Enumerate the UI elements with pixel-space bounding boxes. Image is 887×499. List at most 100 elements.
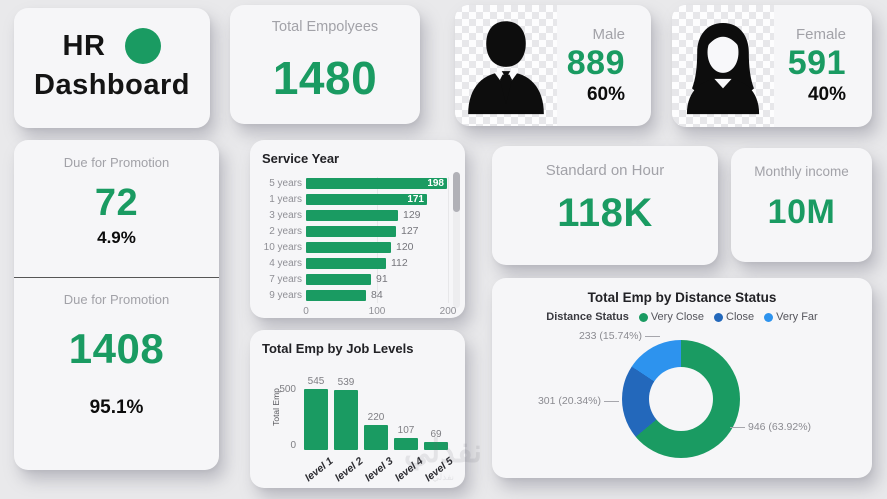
x-tick-label: 0 <box>303 306 309 317</box>
male-kpi-card[interactable]: Male 889 60% <box>455 5 651 126</box>
category-label: 2 years <box>269 225 302 237</box>
job-levels-plot: Total Emp 500 0 545 539 220 107 69 level 1 le… <box>262 360 456 485</box>
kpi-percent: 60% <box>586 83 625 105</box>
service-year-row: 9 years 84 <box>262 287 453 303</box>
legend-item[interactable]: Close <box>714 311 754 323</box>
value-label: 69 <box>430 429 442 440</box>
value-label: 545 <box>307 376 325 387</box>
service-year-bar[interactable] <box>306 225 396 237</box>
category-label: 5 years <box>269 177 302 189</box>
service-year-row: 7 years 91 <box>262 271 453 287</box>
service-year-bar[interactable]: 198 <box>306 177 447 189</box>
job-level-bar[interactable] <box>394 438 418 450</box>
kpi-label: Female <box>795 26 846 43</box>
value-label: 539 <box>337 377 355 388</box>
bar-track: 171 <box>306 193 453 205</box>
donut-callout-very-close: 946 (63.92%) <box>730 421 811 433</box>
dashboard-title-line1: HR <box>62 29 106 62</box>
due-for-promotion-card[interactable]: Due for Promotion 72 4.9% Due for Promot… <box>14 140 219 470</box>
job-level-bar[interactable] <box>364 425 388 450</box>
bar-track: 91 <box>306 273 453 285</box>
service-year-row: 5 years 198 <box>262 175 453 191</box>
bar-track: 120 <box>306 241 453 253</box>
category-label: 1 years <box>269 193 302 205</box>
legend-title: Distance Status <box>546 311 629 323</box>
x-tick-label: level 4 <box>392 455 426 485</box>
kpi-value: 591 <box>787 44 846 82</box>
monthly-income-card[interactable]: Monthly income 10M <box>731 148 872 262</box>
value-label: 127 <box>401 225 419 237</box>
job-level-column: 107 <box>394 425 418 450</box>
y-tick-label: 500 <box>279 384 296 395</box>
leader-line <box>604 400 619 402</box>
value-label: 84 <box>371 289 383 301</box>
scrollbar-track[interactable] <box>453 172 460 308</box>
distance-donut[interactable] <box>622 340 740 458</box>
leader-line <box>730 426 745 428</box>
kpi-label: Total Empolyees <box>271 19 379 35</box>
kpi-value: 10M <box>767 193 836 231</box>
kpi-percent: 40% <box>807 84 846 105</box>
legend-dot-icon <box>638 312 648 322</box>
distance-legend-items: Very Close Close Very Far <box>638 311 818 323</box>
service-year-chart-card[interactable]: Service Year 5 years 198 1 years 171 3 years… <box>250 140 465 318</box>
due-for-promotion-bottom: Due for Promotion 1408 95.1% <box>14 278 219 419</box>
y-tick-label: 0 <box>290 440 296 451</box>
service-year-row: 4 years 112 <box>262 255 453 271</box>
x-tick-label: level 5 <box>422 455 456 485</box>
bar-track: 127 <box>306 225 453 237</box>
job-levels-x-labels: level 1 level 2 level 3 level 4 level 5 <box>303 452 456 485</box>
category-label: 9 years <box>269 289 302 301</box>
job-level-bar[interactable] <box>424 442 448 450</box>
kpi-value: 118K <box>557 191 653 235</box>
green-dot-icon <box>125 28 162 64</box>
service-year-bar[interactable] <box>306 209 398 221</box>
kpi-value: 889 <box>566 43 625 82</box>
value-label: 220 <box>367 412 385 423</box>
x-tick-label: 100 <box>368 306 386 317</box>
service-year-row: 2 years 127 <box>262 223 453 239</box>
service-year-row: 10 years 120 <box>262 239 453 255</box>
value-label: 91 <box>376 273 388 285</box>
chart-title: Total Emp by Distance Status <box>587 290 777 305</box>
service-year-bar[interactable] <box>306 273 371 285</box>
job-level-bar[interactable] <box>304 389 328 450</box>
scrollbar-thumb[interactable] <box>453 172 460 212</box>
service-year-plot: 5 years 198 1 years 171 3 years 129 2 years 127… <box>262 175 456 319</box>
x-tick-label: 200 <box>439 306 457 317</box>
standard-on-hour-card[interactable]: Standard on Hour 118K <box>492 146 718 265</box>
legend-item[interactable]: Very Close <box>638 311 704 323</box>
male-avatar-icon <box>455 5 557 126</box>
service-year-bar[interactable]: 171 <box>306 193 427 205</box>
legend-item[interactable]: Very Far <box>764 311 818 323</box>
distance-status-chart-card[interactable]: Total Emp by Distance Status Distance St… <box>492 278 872 478</box>
x-tick-label: level 3 <box>362 455 396 485</box>
value-label: 171 <box>407 193 424 205</box>
service-year-bar[interactable] <box>306 257 386 269</box>
job-levels-chart-card[interactable]: Total Emp by Job Levels Total Emp 500 0 … <box>250 330 465 488</box>
value-label: 198 <box>427 177 444 189</box>
service-year-bar[interactable] <box>306 241 391 253</box>
value-label: 129 <box>403 209 421 221</box>
job-level-column: 69 <box>424 429 448 450</box>
donut-hole <box>649 367 713 431</box>
kpi-percent: 95.1% <box>89 397 144 418</box>
chart-title: Total Emp by Job Levels <box>262 341 414 356</box>
job-level-column: 220 <box>364 412 388 450</box>
hr-title-card[interactable]: HR Dashboard <box>14 8 210 128</box>
due-for-promotion-top: Due for Promotion 72 4.9% <box>14 140 219 278</box>
female-kpi-card[interactable]: Female 591 40% <box>672 5 872 127</box>
female-avatar-icon <box>672 5 774 127</box>
total-employees-card[interactable]: Total Empolyees 1480 <box>230 5 420 124</box>
dashboard-title-line2: Dashboard <box>34 69 190 101</box>
chart-title: Service Year <box>262 151 340 166</box>
bar-track: 129 <box>306 209 453 221</box>
gridline <box>448 177 449 303</box>
kpi-value: 72 <box>94 182 139 224</box>
value-label: 112 <box>391 257 408 269</box>
kpi-label: Due for Promotion <box>63 292 170 307</box>
job-level-bar[interactable] <box>334 390 358 450</box>
service-year-bar[interactable] <box>306 289 366 301</box>
kpi-label: Standard on Hour <box>545 162 665 179</box>
